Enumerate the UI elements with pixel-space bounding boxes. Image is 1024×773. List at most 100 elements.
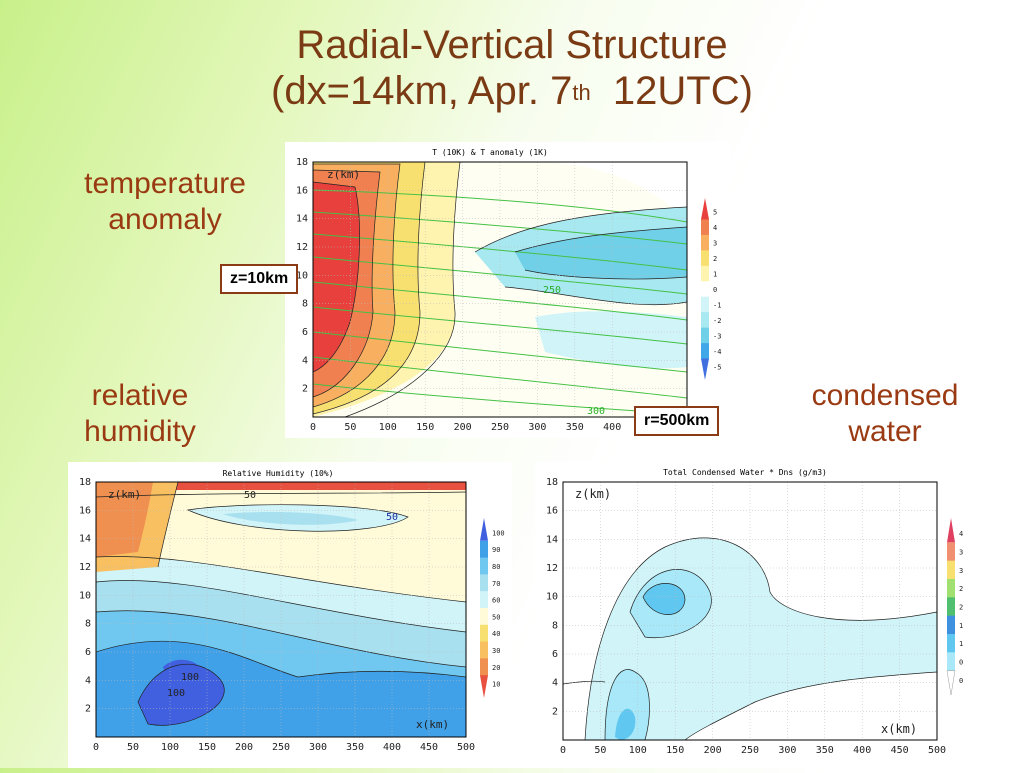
y-tick-label: 12 [296, 242, 308, 253]
colorbar-swatch [701, 234, 709, 251]
x-tick-label: 150 [416, 422, 434, 433]
x-tick-label: 500 [928, 745, 946, 756]
y-tick-label: 14 [546, 534, 558, 545]
colorbar-label: 100 [492, 529, 505, 537]
plot-frame [312, 161, 688, 418]
colorbar-swatch [701, 312, 709, 329]
colorbar-swatch [480, 624, 488, 643]
temperature-field [313, 162, 687, 417]
colorbar-label: 0.1 [959, 677, 963, 685]
colorbar-label: -3 [713, 332, 721, 340]
title-line2-post: 12UTC) [590, 69, 753, 113]
colorbar-label: 40 [492, 630, 500, 638]
colorbar-label: 4 [959, 530, 963, 538]
colorbar-label: 1.5 [959, 622, 963, 630]
y-tick-label: 6 [552, 649, 558, 660]
relative-humidity-chart: Relative Humidity (10%) [79, 469, 505, 753]
colorbar-label: 0.5 [959, 659, 963, 667]
x-tick-label: 100 [629, 745, 647, 756]
y-tick-label: 16 [79, 505, 91, 516]
colorbar-cap [480, 518, 488, 541]
colorbar-swatch [480, 658, 488, 676]
colorbar-label: 3 [713, 240, 717, 248]
contour-label-250: 250 [543, 285, 561, 296]
x-tick-label: 400 [853, 745, 871, 756]
x-ticks: 0 50 100 150 200 250 300 350 400 450 500 [93, 742, 475, 753]
x-tick-label: 200 [454, 422, 472, 433]
colorbar-label: -1 [713, 301, 721, 309]
colorbar-label: 80 [492, 563, 500, 571]
colorbar-label: 2 [713, 255, 717, 263]
colorbar-swatch [701, 343, 709, 360]
y-tick-label: 16 [546, 506, 558, 517]
y-tick-label: 2 [302, 384, 308, 395]
x-tick-label: 50 [127, 742, 139, 753]
x-tick-label: 400 [383, 742, 401, 753]
x-tick-label: 50 [344, 422, 356, 433]
y-tick-label: 8 [302, 299, 308, 310]
x-ticks: 0 50 100 150 200 250 300 350 400 450 500 [560, 745, 946, 756]
colorbar-cap [701, 358, 709, 380]
y-tick-label: 16 [296, 185, 308, 196]
y-axis-label: z(km) [108, 488, 141, 501]
y-tick-label: 8 [85, 619, 91, 630]
colorbar-swatch [947, 542, 955, 562]
y-tick-label: 6 [302, 327, 308, 338]
label-relative-humidity: relative humidity [84, 379, 196, 448]
y-tick-label: 10 [546, 592, 558, 603]
x-tick-label: 250 [272, 742, 290, 753]
colorbar-swatch [947, 634, 955, 653]
x-tick-label: 150 [198, 742, 216, 753]
colorbar-label: 5 [713, 209, 717, 217]
x-tick-label: 450 [891, 745, 909, 756]
colorbar-swatch [480, 641, 488, 659]
contour-label-50a: 50 [244, 490, 256, 501]
colorbar-swatch [701, 265, 709, 282]
chart-title: T (10K) & T anomaly (1K) [432, 148, 548, 157]
x-tick-label: 300 [528, 422, 546, 433]
y-tick-label: 6 [85, 647, 91, 658]
colorbar-label: 50 [492, 613, 500, 621]
colorbar-label: 3.5 [959, 549, 963, 557]
x-tick-label: 500 [457, 742, 475, 753]
slide-title-line2: (dx=14km, Apr. 7th 12UTC) [0, 68, 1024, 114]
y-tick-label: 18 [296, 157, 308, 168]
x-tick-label: 0 [93, 742, 99, 753]
colorbar-swatch [947, 560, 955, 580]
colorbar: 100 90 80 70 60 50 40 30 20 10 [480, 518, 505, 698]
x-tick-label: 300 [309, 742, 327, 753]
colorbar-cap [947, 518, 955, 543]
y-tick-label: 4 [85, 675, 91, 686]
colorbar-label: -5 [713, 363, 721, 371]
x-tick-label: 400 [603, 422, 621, 433]
slide-title-line1: Radial-Vertical Structure [296, 23, 728, 67]
colorbar-label: 30 [492, 647, 500, 655]
colorbar-label: 20 [492, 664, 500, 672]
colorbar-label: 2.5 [959, 585, 963, 593]
y-axis-label: z(km) [575, 487, 611, 501]
colorbar-swatch [701, 281, 709, 298]
colorbar-label: 2 [959, 604, 963, 612]
x-tick-label: 0 [560, 745, 566, 756]
x-tick-label: 350 [816, 745, 834, 756]
x-tick-label: 450 [420, 742, 438, 753]
x-axis-label: x(km) [416, 718, 449, 731]
plot-frame [562, 481, 938, 741]
colorbar-cap [946, 670, 956, 696]
contour-label-300: 300 [587, 406, 605, 417]
colorbar-swatch [947, 615, 955, 635]
colorbar-label: 3 [959, 567, 963, 575]
x-tick-label: 0 [310, 422, 316, 433]
chart-panel-condensed: Total Condensed Water * Dns (g/m3) 0 50 10… [535, 462, 972, 768]
chart-panel-temperature: T (10K) & T anomaly (1K) [285, 142, 731, 438]
temperature-anomaly-chart: T (10K) & T anomaly (1K) [296, 148, 721, 433]
x-tick-label: 150 [666, 745, 684, 756]
chart-title: Total Condensed Water * Dns (g/m3) [663, 468, 827, 477]
colorbar-label: 60 [492, 597, 500, 605]
x-tick-label: 100 [379, 422, 397, 433]
colorbar-swatch [701, 296, 709, 313]
contour-label-100b: 100 [167, 688, 185, 699]
x-tick-label: 250 [491, 422, 509, 433]
colorbar-label: 0 [713, 286, 717, 294]
y-tick-label: 10 [79, 590, 91, 601]
